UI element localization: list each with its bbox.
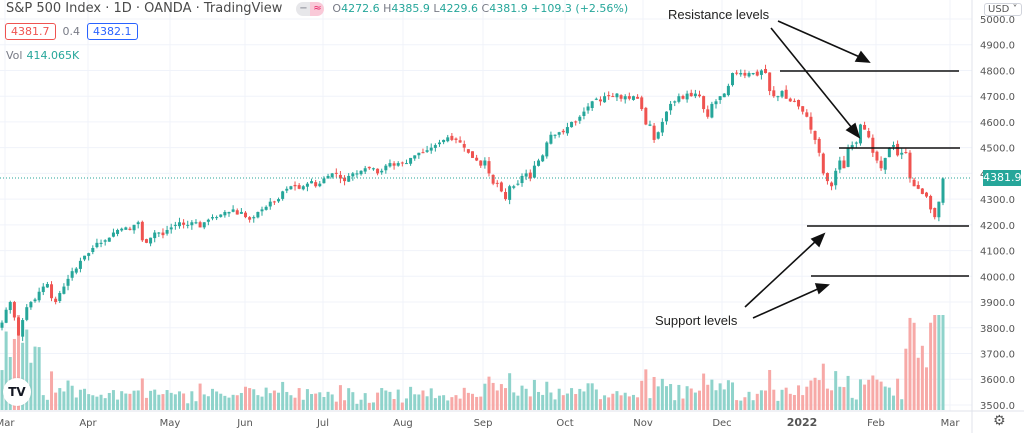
annotation-arrows xyxy=(744,20,871,319)
price-tick: 4500.0 xyxy=(980,144,1015,155)
time-tick: Jul xyxy=(316,418,329,429)
price-tick: 4200.0 xyxy=(980,221,1015,232)
price-tick: 4900.0 xyxy=(980,41,1015,52)
volume-legend: Vol 414.065K xyxy=(6,49,80,62)
time-tick: Mar xyxy=(941,418,961,429)
time-tick: 2022 xyxy=(787,416,818,429)
tradingview-logo-icon[interactable]: TV xyxy=(3,378,31,406)
price-tick: 4800.0 xyxy=(980,66,1015,77)
price-tick: 3700.0 xyxy=(980,349,1015,360)
gear-icon[interactable]: ⚙ xyxy=(993,413,1006,429)
resistance-lines xyxy=(780,70,960,149)
time-tick: Apr xyxy=(79,418,97,429)
price-tick: 4000.0 xyxy=(980,272,1015,283)
minus-icon: − xyxy=(296,1,311,16)
price-tick: 3900.0 xyxy=(980,298,1015,309)
time-tick: Dec xyxy=(712,418,731,429)
time-tick: Aug xyxy=(393,418,413,429)
time-tick: Jun xyxy=(236,418,253,429)
symbol-legend: S&P 500 Index · 1D · OANDA · TradingView… xyxy=(6,1,628,16)
price-tick: 4100.0 xyxy=(980,247,1015,258)
price-tick: 4600.0 xyxy=(980,118,1015,129)
volume-value: 414.065K xyxy=(26,49,80,62)
approx-icon: ≈ xyxy=(310,1,325,16)
price-tick: 3600.0 xyxy=(980,375,1015,386)
chart-grid xyxy=(0,0,972,411)
time-tick: Nov xyxy=(633,418,653,429)
time-tick: Feb xyxy=(867,418,885,429)
buy-price-button[interactable]: 4382.1 xyxy=(87,23,138,40)
time-tick: May xyxy=(160,418,181,429)
change-value: +109.3 (+2.56%) xyxy=(531,2,629,15)
price-tick: 5000.0 xyxy=(980,15,1015,26)
spread-value: 0.4 xyxy=(62,25,81,38)
price-axis[interactable]: 5000.04900.04800.04700.04600.04500.04400… xyxy=(980,15,1015,412)
symbol-title[interactable]: S&P 500 Index · 1D · OANDA · TradingView xyxy=(6,1,283,16)
price-tick: 4300.0 xyxy=(980,195,1015,206)
chart-style-toggle[interactable]: − ≈ xyxy=(296,1,325,16)
time-tick: Mar xyxy=(0,418,15,429)
ohlc-values: O4272.6 H4385.9 L4229.6 C4381.9 +109.3 (… xyxy=(332,2,629,15)
volume-bars xyxy=(0,315,945,410)
trade-row: 4381.7 0.4 4382.1 xyxy=(5,23,138,40)
support-levels-label: Support levels xyxy=(655,313,738,328)
price-tick: 3500.0 xyxy=(980,401,1015,412)
currency-selector[interactable]: USD ˅ xyxy=(984,3,1022,16)
price-tick: 3800.0 xyxy=(980,324,1015,335)
support-lines xyxy=(807,225,969,277)
time-tick: Sep xyxy=(474,418,493,429)
time-axis[interactable]: Mar Apr May Jun Jul Aug Sep Oct Nov Dec 2022 Feb Mar xyxy=(0,416,960,429)
sell-price-button[interactable]: 4381.7 xyxy=(5,23,56,40)
price-tick: 4700.0 xyxy=(980,92,1015,103)
resistance-levels-label: Resistance levels xyxy=(668,7,770,22)
price-candles xyxy=(0,64,945,342)
last-price-label: 4381.9 xyxy=(983,170,1022,187)
time-tick: Oct xyxy=(556,418,573,429)
